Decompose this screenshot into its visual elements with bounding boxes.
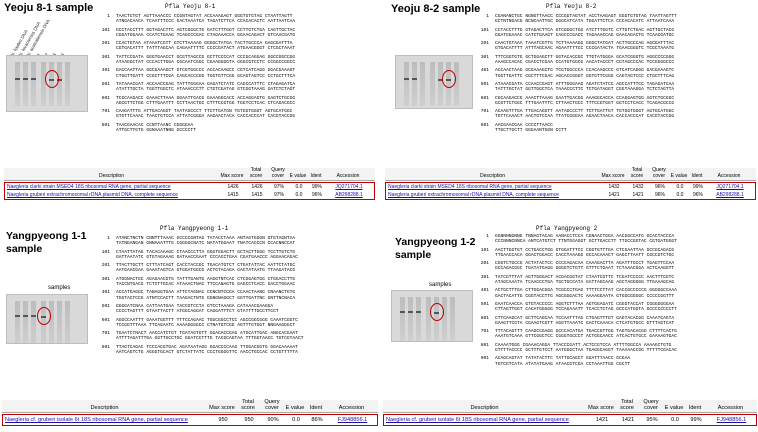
blast-header: Description Max score Total score Query co…	[4, 167, 375, 181]
gel-image	[391, 290, 473, 342]
panel-title: Yeoju 8-1 sample	[4, 2, 94, 14]
blast-header: Description Max score Total score Query co…	[385, 167, 756, 181]
panel-title: Yangpyeong 1-2 sample	[395, 236, 476, 261]
sequence-title: Pfla Yangpyeong 1-1	[160, 225, 229, 232]
table-row: Naegleria cf. gruberi isolate 6t 18S rib…	[3, 415, 377, 425]
highlight-box: Naegleria cf. gruberi isolate 6t 18S rib…	[383, 414, 757, 426]
sequence-block: 1 ATANCTNCTN CNNTTTAAAC GCCCCGNTAG TATACC…	[101, 236, 304, 356]
samples-label: samples	[429, 282, 452, 288]
highlight-box: Naegleria clarki strain MSED4 18S riboso…	[4, 182, 375, 200]
table-row: Naegleria cf. gruberi isolate 6t 18S rib…	[384, 415, 756, 425]
table-row: Naegleria gruberi extrachromosomal rDNA …	[386, 191, 755, 199]
description-link[interactable]: Naegleria clarki strain MSED4 18S riboso…	[7, 184, 171, 190]
panel-yeoju-8-1: Yeoju 8-1 sample Pfla Yeoju 8-1 N. fowle…	[0, 0, 379, 216]
blast-table: Description Max score Total score Query co…	[385, 167, 756, 200]
gel-image	[6, 55, 88, 112]
accession-link[interactable]: FJ948856.1	[337, 417, 368, 423]
blast-table: Description Max score Total score Query co…	[2, 399, 378, 426]
panel-title: Yeoju 8-2 sample	[391, 3, 481, 15]
blast-table: Description Max score Total score Query co…	[4, 167, 375, 200]
panel-yeoju-8-2: Yeoju 8-2 sample Pfla Yeoju 8-2 1 CGANANC…	[381, 0, 758, 216]
accession-link[interactable]: JQ271704.1	[716, 184, 744, 190]
panel-yangpyeong-1-1: Yangpyeong 1-1 sample Pfla Yangpyeong 1-…	[0, 222, 379, 432]
accession-link[interactable]: FJ948856.1	[716, 417, 747, 423]
accession-link[interactable]: AB298288.1	[335, 192, 363, 198]
table-row: Naegleria gruberi extrachromosomal rDNA …	[5, 191, 374, 199]
description-link[interactable]: Naegleria gruberi extrachromosomal rDNA …	[7, 192, 178, 198]
description-link[interactable]: Naegleria cf. gruberi isolate 6t 18S rib…	[386, 417, 569, 423]
accession-link[interactable]: AB298288.1	[716, 192, 744, 198]
sequence-block: 1 CGANANCTGC NGNGTTAACC CCCGGTAGTAT ACCTA…	[480, 14, 677, 134]
highlight-circle	[45, 70, 59, 88]
highlight-box: Naegleria clarki strain MSED4 18S riboso…	[385, 182, 756, 200]
table-row: Naegleria clarki strain MSED4 18S riboso…	[386, 183, 755, 191]
description-link[interactable]: Naegleria clarki strain MSED4 18S riboso…	[388, 184, 552, 190]
sequence-title: Pfla Yangpyeong 2	[536, 225, 598, 232]
accession-link[interactable]: JQ271704.1	[335, 184, 363, 190]
blast-header: Description Max score Total score Query co…	[383, 399, 757, 413]
table-row: Naegleria clarki strain MSED4 18S riboso…	[5, 183, 374, 191]
sequence-block: 1 GGNNNNGNNG TNNAGTACAG AANACCTCCA CGNAAC…	[480, 234, 677, 367]
description-link[interactable]: Naegleria gruberi extrachromosomal rDNA …	[388, 192, 559, 198]
highlight-box: Naegleria cf. gruberi isolate 6t 18S rib…	[2, 414, 378, 426]
gel-image	[6, 294, 88, 344]
gel-image	[395, 55, 473, 109]
panel-title: Yangpyeong 1-1 sample	[6, 230, 87, 255]
highlight-circle	[430, 303, 444, 321]
samples-label: samples	[48, 285, 71, 291]
panel-yangpyeong-1-2: Yangpyeong 1-2 sample Pfla Yangpyeong 2 …	[381, 222, 758, 432]
sequence-title: Pfla Yeoju 8-2	[546, 3, 597, 10]
sequence-block: 1 TAACTCTGT AGTTAAACCC CCGNTAGTAT ACCAAAG…	[101, 14, 296, 134]
highlight-circle	[442, 70, 456, 88]
blast-header: Description Max score Total score Query co…	[2, 399, 378, 413]
sequence-title: Pfla Yeoju 8-1	[165, 3, 216, 10]
description-link[interactable]: Naegleria cf. gruberi isolate 6t 18S rib…	[5, 417, 188, 423]
blast-table: Description Max score Total score Query co…	[383, 399, 757, 426]
highlight-circle	[37, 307, 51, 325]
